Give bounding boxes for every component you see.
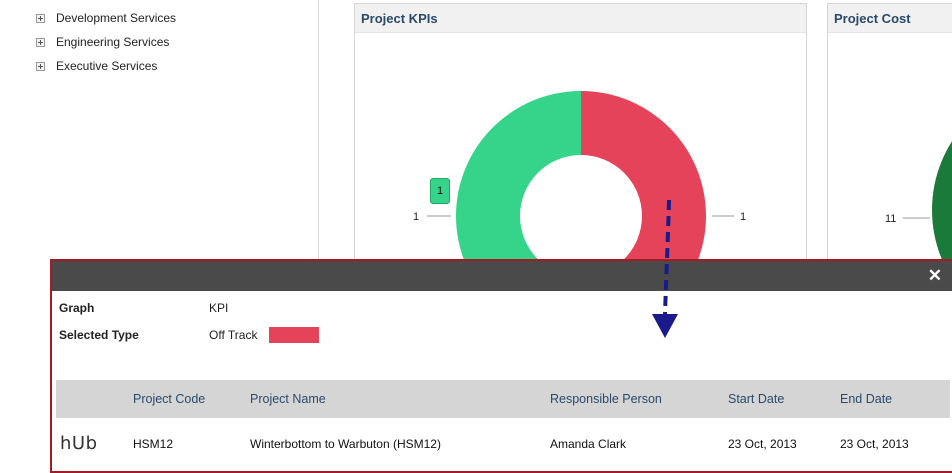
- data-label-cost: 11: [885, 213, 896, 225]
- tree-item-executive-services[interactable]: Executive Services: [36, 58, 157, 74]
- expand-icon[interactable]: [36, 37, 45, 47]
- expand-icon[interactable]: [36, 61, 45, 71]
- tree-item-label: Engineering Services: [56, 35, 170, 49]
- column-header-project-code[interactable]: Project Code: [133, 392, 206, 406]
- data-label-on-track: 1: [413, 211, 419, 223]
- close-icon[interactable]: ✕: [927, 266, 942, 285]
- modal-titlebar: ✕: [52, 261, 952, 291]
- project-cost-panel: Project Cost: [827, 3, 952, 263]
- arrow-shaft: [663, 199, 671, 316]
- graph-value: KPI: [209, 301, 229, 315]
- hub-logo: hUb: [60, 433, 98, 454]
- tree-item-label: Executive Services: [56, 59, 158, 73]
- selected-type-swatch: [269, 327, 319, 343]
- column-header-responsible-person[interactable]: Responsible Person: [550, 392, 662, 406]
- annotation-arrow: [652, 199, 678, 338]
- start-date-cell: 23 Oct, 2013: [728, 437, 797, 451]
- selected-type-label: Selected Type: [59, 328, 139, 342]
- tree-item-engineering-services[interactable]: Engineering Services: [36, 34, 169, 50]
- chart-tooltip: 1: [430, 178, 450, 204]
- graph-label: Graph: [59, 301, 95, 315]
- column-header-project-name[interactable]: Project Name: [250, 392, 326, 406]
- panel-title: Project Cost: [828, 4, 952, 33]
- tree-item-label: Development Services: [56, 11, 177, 25]
- table-header: Project Code Project Name Responsible Pe…: [56, 380, 950, 418]
- panel-title: Project KPIs: [355, 4, 806, 33]
- cost-pie-chart: 11: [885, 82, 952, 338]
- column-header-start-date[interactable]: Start Date: [728, 392, 785, 406]
- project-code-cell: HSM12: [133, 437, 174, 451]
- department-tree: Development Services Engineering Service…: [0, 0, 318, 262]
- drilldown-modal: ✕ Graph KPI Selected Type Off Track Proj…: [50, 259, 952, 473]
- end-date-cell: 23 Oct, 2013: [840, 437, 909, 451]
- tree-item-development-services[interactable]: Development Services: [36, 10, 176, 26]
- selected-type-value: Off Track: [209, 328, 258, 342]
- column-header-end-date[interactable]: End Date: [840, 392, 893, 406]
- arrow-head: [652, 314, 678, 338]
- data-label-off-track: 1: [740, 211, 746, 223]
- project-name-cell[interactable]: Winterbottom to Warbuton (HSM12): [250, 437, 441, 451]
- cost-pie-slice[interactable]: [932, 82, 952, 338]
- expand-icon[interactable]: [36, 13, 45, 23]
- responsible-person-cell: Amanda Clark: [550, 437, 627, 451]
- panel-divider: [318, 0, 319, 262]
